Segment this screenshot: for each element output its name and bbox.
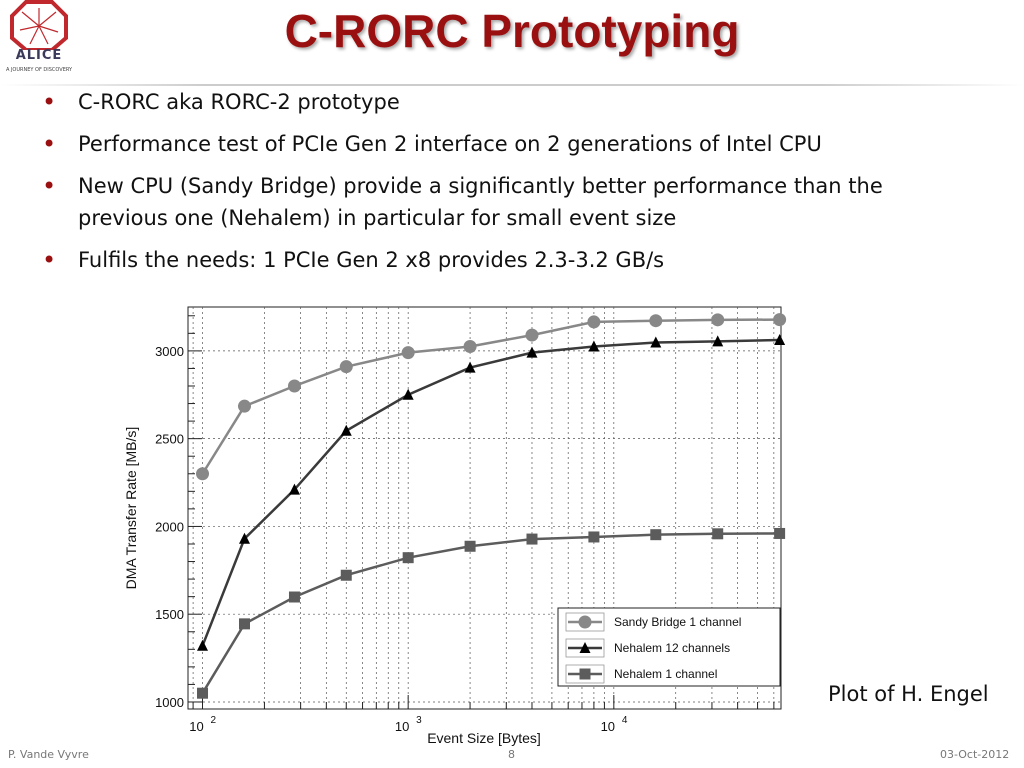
data-point (712, 335, 724, 347)
data-point (712, 528, 724, 540)
data-point (774, 334, 786, 346)
data-point (711, 313, 725, 327)
data-point (587, 315, 601, 329)
data-point (402, 552, 414, 564)
data-point (238, 618, 250, 630)
data-point (197, 687, 209, 699)
legend-entry: Nehalem 12 channels (565, 638, 730, 658)
data-point (196, 467, 210, 481)
footer-page-number: 8 (508, 748, 515, 761)
legend-marker (578, 615, 592, 629)
footer-author: P. Vande Vyvre (8, 748, 89, 761)
data-point (526, 346, 538, 358)
data-point (287, 379, 301, 393)
grid-lines (188, 307, 781, 709)
y-tick-label: 2000 (155, 519, 184, 534)
x-tick-label: 10 (395, 719, 409, 734)
footer-date: 03-Oct-2012 (940, 748, 1010, 761)
legend-entry: Nehalem 1 channel (565, 664, 717, 684)
data-point (464, 540, 476, 552)
title-divider (0, 84, 1024, 86)
data-point (288, 591, 300, 603)
x-tick-label: 10 (601, 719, 615, 734)
data-point (339, 360, 353, 374)
bullet-item: Performance test of PCIe Gen 2 interface… (40, 128, 940, 160)
data-point (197, 639, 209, 651)
data-point (526, 533, 538, 545)
x-axis-label: Event Size [Bytes] (427, 730, 541, 746)
axis-ticks: 1000 1500 2000 2500 3000 10 2 10 3 10 4 (155, 315, 775, 734)
series-2 (197, 334, 786, 651)
data-point (237, 399, 251, 413)
data-point (588, 340, 600, 352)
data-point (401, 346, 415, 360)
y-axis-label: DMA Transfer Rate [MB/s] (123, 427, 139, 590)
x-tick-exponent: 4 (622, 715, 628, 726)
bullet-item: C-RORC aka RORC-2 prototype (40, 86, 940, 118)
data-point (340, 569, 352, 581)
series-3 (197, 527, 786, 699)
legend: Sandy Bridge 1 channel Nehalem 12 channel… (557, 607, 781, 687)
data-point (464, 361, 476, 373)
data-point (650, 336, 662, 348)
data-point (525, 328, 539, 342)
data-point (463, 339, 477, 353)
x-tick-label: 10 (189, 719, 203, 734)
plot-credit: Plot of H. Engel (828, 682, 989, 706)
series-layer (196, 313, 787, 699)
bullet-list: C-RORC aka RORC-2 prototype Performance … (40, 86, 940, 286)
bullet-item: New CPU (Sandy Bridge) provide a signifi… (40, 170, 940, 234)
y-tick-label: 1000 (155, 695, 184, 710)
legend-label: Sandy Bridge 1 channel (614, 615, 741, 629)
y-tick-label: 1500 (155, 607, 184, 622)
legend-label: Nehalem 1 channel (614, 667, 717, 681)
alice-logo: ALICE A JOURNEY OF DISCOVERY (0, 0, 78, 82)
logo-subtext: A JOURNEY OF DISCOVERY (5, 67, 73, 73)
x-tick-exponent: 2 (211, 715, 217, 726)
x-tick-exponent: 3 (416, 715, 422, 726)
data-point (773, 313, 787, 327)
data-point (650, 529, 662, 541)
y-tick-label: 3000 (155, 344, 184, 359)
legend-marker (579, 668, 591, 680)
series-1 (196, 313, 787, 481)
logo-text: ALICE (15, 48, 63, 63)
data-point (402, 388, 414, 400)
data-point (288, 483, 300, 495)
data-point (238, 532, 250, 544)
bullet-item: Fulfils the needs: 1 PCIe Gen 2 x8 provi… (40, 244, 940, 276)
legend-entry: Sandy Bridge 1 channel (565, 612, 741, 632)
data-point (340, 424, 352, 436)
data-point (649, 314, 663, 328)
y-tick-label: 2500 (155, 432, 184, 447)
legend-label: Nehalem 12 channels (614, 641, 730, 655)
data-point (588, 531, 600, 543)
slide-title: C-RORC Prototyping (284, 5, 740, 57)
data-point (774, 527, 786, 539)
legend-marker (579, 642, 591, 653)
